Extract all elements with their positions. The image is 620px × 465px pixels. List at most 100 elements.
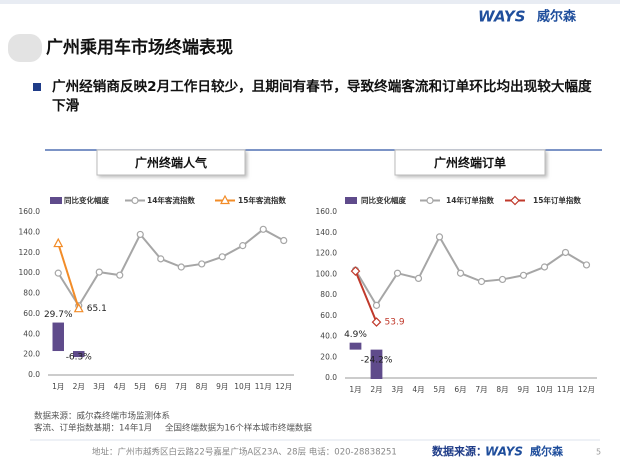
point bbox=[371, 317, 382, 327]
legend-label: 15年客流指数 bbox=[238, 195, 286, 205]
legend-marker bbox=[510, 195, 520, 206]
point bbox=[561, 248, 570, 257]
note: 数据来源：威尔森终端市场监测体系 bbox=[34, 411, 170, 422]
legend-label: 同比变化幅度 bbox=[64, 195, 109, 205]
slide-title: 广州乘用车市场终端表现 bbox=[46, 37, 233, 58]
line bbox=[354, 234, 588, 308]
point bbox=[198, 260, 206, 268]
data-label: 29.7% bbox=[44, 310, 73, 320]
point bbox=[498, 275, 507, 284]
x-tick-label: 10月 bbox=[536, 385, 553, 394]
y-tick-label: 160.0 bbox=[316, 207, 338, 216]
data-label: -24.2% bbox=[361, 356, 393, 366]
chart-title: 广州终端人气 bbox=[135, 155, 207, 170]
chart-title-box bbox=[394, 149, 546, 176]
point bbox=[54, 269, 62, 277]
x-tick-label: 3月 bbox=[391, 385, 403, 394]
point bbox=[116, 271, 124, 279]
x-tick-label: 5月 bbox=[433, 385, 445, 394]
y-tick-label: 20.0 bbox=[320, 352, 337, 361]
point bbox=[435, 233, 444, 241]
y-tick-label: 80.0 bbox=[23, 289, 40, 298]
footer-address: 地址：广州市越秀区白云路22号嘉星广场A区23A、28层 电话：020-2883… bbox=[92, 447, 397, 458]
x-tick-label: 7月 bbox=[175, 382, 187, 391]
point bbox=[73, 302, 84, 313]
footer-source: 数据来源： bbox=[432, 444, 487, 458]
y-tick-label: 20.0 bbox=[23, 350, 40, 359]
y-tick-label: 60.0 bbox=[23, 309, 40, 318]
x-tick-label: 8月 bbox=[496, 385, 508, 394]
point bbox=[477, 277, 486, 286]
point bbox=[177, 263, 185, 271]
plot bbox=[349, 233, 591, 379]
y-tick-label: 120.0 bbox=[316, 249, 338, 258]
legend-label: 14年客流指数 bbox=[147, 195, 195, 205]
x-tick-label: 11月 bbox=[255, 382, 272, 391]
point bbox=[280, 236, 288, 245]
x-tick-label: 12月 bbox=[275, 382, 292, 391]
point bbox=[218, 253, 226, 261]
point bbox=[239, 242, 247, 250]
footer-brand-cn: 威尔森 bbox=[530, 444, 564, 458]
y-tick-label: 80.0 bbox=[320, 290, 337, 299]
y-tick-label: 40.0 bbox=[23, 329, 40, 338]
point bbox=[136, 230, 144, 239]
x-tick-label: 8月 bbox=[196, 382, 208, 391]
legend-label: 15年订单指数 bbox=[533, 195, 581, 205]
line bbox=[57, 228, 285, 308]
line bbox=[57, 243, 80, 309]
bullet-text: 广州经销商反映2月工作日较少，且期间有春节，导致终端客流和订单环比均出现较大幅度… bbox=[52, 79, 592, 114]
x-tick-label: 6月 bbox=[155, 382, 167, 391]
plot bbox=[52, 225, 288, 358]
y-tick-label: 160.0 bbox=[19, 207, 41, 216]
legend-marker bbox=[131, 196, 139, 205]
top-band bbox=[0, 0, 620, 4]
legend-label: 14年订单指数 bbox=[446, 195, 494, 205]
x-tick-label: 3月 bbox=[93, 382, 105, 391]
x-tick-label: 4月 bbox=[412, 385, 424, 394]
point bbox=[372, 301, 381, 309]
line bbox=[354, 270, 378, 323]
y-tick-label: 140.0 bbox=[19, 227, 41, 236]
y-tick-label: 140.0 bbox=[316, 228, 338, 237]
legend-marker bbox=[426, 196, 434, 205]
footer-brand: WAYS bbox=[485, 445, 523, 459]
chart-title-box bbox=[96, 149, 246, 176]
data-label: 53.9 bbox=[385, 318, 405, 328]
bar bbox=[52, 322, 64, 352]
x-tick-label: 11月 bbox=[557, 385, 574, 394]
data-label: -6.3% bbox=[66, 353, 93, 363]
note: 客流、订单指数基期：14年1月 bbox=[34, 423, 152, 434]
data-label: 65.1 bbox=[87, 304, 107, 314]
point bbox=[53, 237, 64, 248]
point bbox=[157, 255, 165, 263]
x-tick-label: 1月 bbox=[349, 385, 361, 394]
x-tick-label: 4月 bbox=[114, 382, 126, 391]
point bbox=[350, 266, 361, 276]
x-tick-label: 7月 bbox=[475, 385, 487, 394]
x-tick-label: 2月 bbox=[370, 385, 382, 394]
y-tick-label: 100.0 bbox=[19, 268, 41, 277]
x-tick-label: 12月 bbox=[578, 385, 595, 394]
legend-marker bbox=[220, 194, 230, 205]
point bbox=[393, 269, 402, 277]
y-tick-label: 0.0 bbox=[325, 373, 337, 382]
bullet-square bbox=[33, 83, 41, 91]
x-tick-label: 2月 bbox=[73, 382, 85, 391]
y-tick-label: 0.0 bbox=[28, 370, 40, 379]
point bbox=[582, 261, 591, 269]
note: 全国终端数据为16个样本城市终端数据 bbox=[165, 423, 312, 434]
logo-brand: WAYS bbox=[478, 8, 526, 26]
x-tick-label: 5月 bbox=[134, 382, 146, 391]
point bbox=[519, 271, 528, 279]
legend-swatch bbox=[345, 197, 357, 204]
title-deco bbox=[8, 34, 42, 62]
x-tick-label: 9月 bbox=[216, 382, 228, 391]
legend-swatch bbox=[50, 197, 62, 204]
bar bbox=[370, 349, 383, 379]
point bbox=[95, 268, 103, 276]
legend-label: 同比变化幅度 bbox=[361, 195, 406, 205]
logo-cn: 威尔森 bbox=[537, 9, 577, 25]
